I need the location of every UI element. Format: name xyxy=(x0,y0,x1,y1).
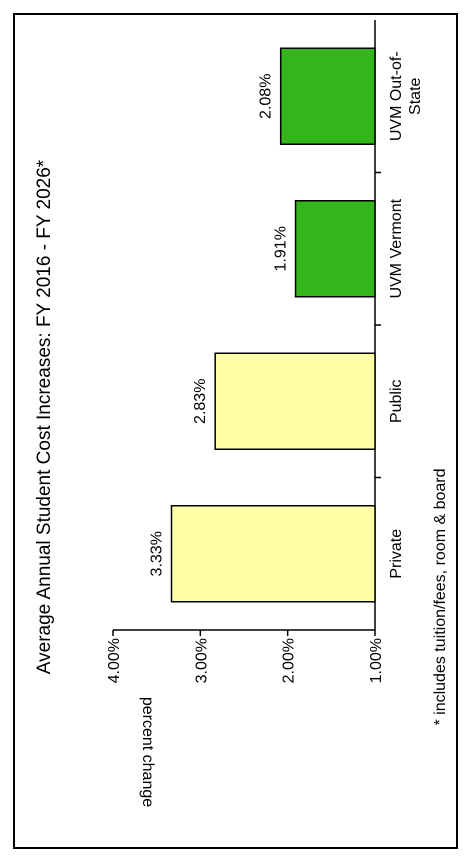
category-label: Public xyxy=(388,379,405,423)
data-label: 3.33% xyxy=(149,531,166,576)
y-tick-label: 1.00% xyxy=(368,638,385,683)
rotated-plot: Average Annual Student Cost Increases: F… xyxy=(34,20,449,807)
plot-layer: 1.00% 2.00% 3.00% 4.00% 3.33% Private 2.83% Pub… xyxy=(106,47,424,683)
footnote: * includes tuition/fees, room & board xyxy=(432,468,449,725)
category-label: UVM Out-of- State xyxy=(388,51,424,141)
y-tick-label: 3.00% xyxy=(193,638,210,683)
data-label: 1.91% xyxy=(273,226,290,271)
y-tick-label: 2.00% xyxy=(281,638,298,683)
data-label: 2.83% xyxy=(192,379,209,424)
category-label: UVM Vermont xyxy=(388,198,405,298)
bar xyxy=(279,47,376,145)
category-label: Private xyxy=(388,529,405,579)
bar xyxy=(214,352,376,450)
data-label: 2.08% xyxy=(258,74,275,119)
y-axis-label: percent change xyxy=(139,697,156,807)
bar xyxy=(170,505,376,603)
y-tick-label: 4.00% xyxy=(106,638,123,683)
chart-title: Average Annual Student Cost Increases: F… xyxy=(34,159,55,674)
bar xyxy=(294,200,376,298)
